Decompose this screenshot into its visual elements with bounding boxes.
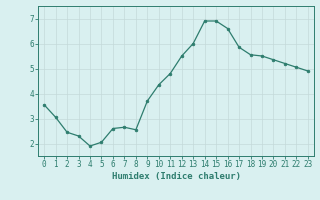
X-axis label: Humidex (Indice chaleur): Humidex (Indice chaleur) <box>111 172 241 181</box>
